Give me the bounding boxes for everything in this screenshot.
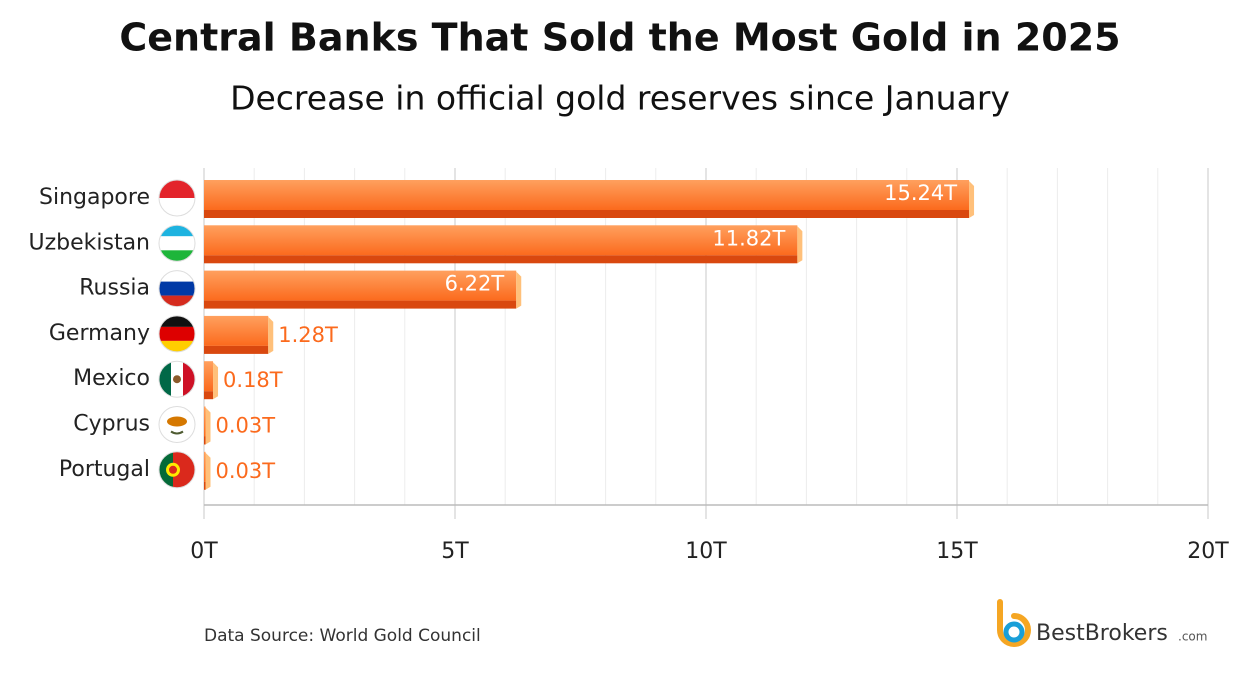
bar-cap <box>797 226 803 264</box>
flag-part <box>159 236 195 251</box>
flag-part <box>173 375 181 384</box>
flag-border <box>158 451 196 489</box>
x-tick-label: 15T <box>936 539 978 564</box>
bar-cap <box>205 407 211 445</box>
flag-part <box>169 465 177 474</box>
flag-body <box>159 406 195 443</box>
y-tick-label: Singapore <box>39 185 150 210</box>
flag-body <box>159 361 195 398</box>
flag-part <box>159 270 195 282</box>
chart-subtitle: Decrease in official gold reserves since… <box>230 79 1010 118</box>
flag-part <box>159 315 195 327</box>
flag-part <box>159 225 195 237</box>
flag-part <box>159 326 195 341</box>
bar-bottom <box>204 255 798 264</box>
flag-border <box>158 406 196 443</box>
value-label: 11.82T <box>712 226 785 250</box>
bar <box>204 406 211 445</box>
flag-border <box>158 270 196 308</box>
bar-bottom <box>204 391 214 400</box>
flag-border <box>158 315 196 353</box>
flag-part <box>173 451 195 488</box>
flag-body <box>159 225 195 262</box>
x-tick-label: 0T <box>190 539 218 564</box>
flag-part <box>159 250 195 262</box>
value-label: 1.28T <box>278 323 338 347</box>
brand-suffix: .com <box>1178 630 1207 644</box>
bar-cap <box>205 452 211 490</box>
bar-face <box>204 180 970 210</box>
flag-border <box>158 179 196 217</box>
chart-title: Central Banks That Sold the Most Gold in… <box>119 16 1120 60</box>
flag-part <box>159 295 195 307</box>
bar <box>204 180 975 218</box>
x-tick-label: 10T <box>685 539 727 564</box>
flag-body <box>159 315 195 352</box>
bar <box>204 315 274 354</box>
x-tick-label: 5T <box>441 539 469 564</box>
value-label: 6.22T <box>445 272 505 296</box>
y-tick-label: Cyprus <box>73 412 150 437</box>
flag-icon <box>158 451 196 489</box>
y-tick-label: Portugal <box>59 457 150 482</box>
bar-bottom <box>204 300 517 309</box>
y-tick-label: Uzbekistan <box>28 230 150 255</box>
bar-face <box>204 225 798 256</box>
x-tick-label: 20T <box>1187 539 1229 564</box>
bar <box>204 225 803 264</box>
flag-body <box>159 451 195 488</box>
value-label: 0.03T <box>216 459 276 483</box>
bar-bottom <box>204 481 206 490</box>
value-label: 0.18T <box>223 368 283 392</box>
flag-part <box>170 430 184 435</box>
flag-part <box>159 361 171 398</box>
bar-cap <box>213 362 219 400</box>
flag-icon <box>158 224 196 262</box>
flag-part <box>183 361 195 398</box>
flag-icon <box>158 406 196 443</box>
flag-border <box>158 360 196 398</box>
y-tick-label: Mexico <box>73 366 150 391</box>
bar-bottom <box>204 436 206 445</box>
bar-cap <box>969 181 975 218</box>
bar-face <box>204 361 214 392</box>
brand-name: BestBrokers <box>1036 621 1168 646</box>
bar-face <box>204 315 269 346</box>
bar-face <box>204 270 517 301</box>
bar <box>204 361 219 400</box>
flag-part <box>159 340 195 352</box>
bar-face <box>204 406 206 437</box>
y-tick-label: Germany <box>49 321 150 346</box>
flag-part <box>167 416 187 427</box>
value-label: 15.24T <box>884 181 957 205</box>
bar-cap <box>268 316 274 354</box>
bar-face <box>204 451 206 482</box>
y-tick-label: Russia <box>79 276 150 301</box>
value-label: 0.03T <box>216 414 276 438</box>
bar-bottom <box>204 345 269 354</box>
flag-icon <box>158 270 196 308</box>
flag-body <box>159 180 195 216</box>
brand-logo <box>997 599 1031 647</box>
flag-part <box>159 281 195 296</box>
flag-icon <box>158 360 196 398</box>
flag-part <box>159 180 195 198</box>
flag-icon <box>158 315 196 353</box>
bar-cap <box>516 271 522 309</box>
flag-border <box>158 224 196 262</box>
flag-part <box>159 198 195 216</box>
bar <box>204 270 522 309</box>
flag-body <box>159 270 195 307</box>
flag-icon <box>158 179 196 217</box>
bar <box>204 451 211 490</box>
source-note: Data Source: World Gold Council <box>204 626 481 646</box>
bar-bottom <box>204 210 970 218</box>
